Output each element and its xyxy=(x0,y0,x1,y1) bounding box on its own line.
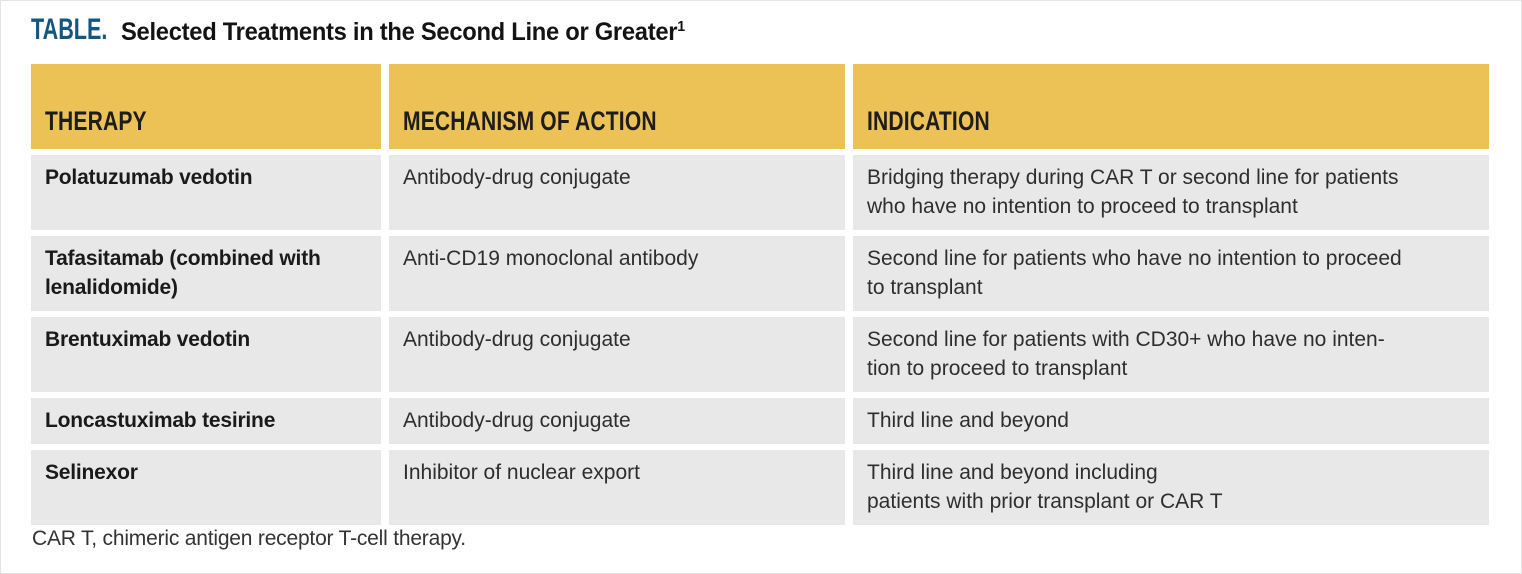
indication-cell: Second line for patients who have no int… xyxy=(853,236,1489,311)
mechanism-cell: Antibody-drug conjugate xyxy=(389,317,845,392)
column-header-mechanism: MECHANISM OF ACTION xyxy=(389,64,845,149)
column-header-indication-label: INDICATION xyxy=(867,106,990,136)
mechanism-cell: Antibody-drug conjugate xyxy=(389,155,845,230)
table-title: TABLE. Selected Treatments in the Second… xyxy=(31,13,715,47)
mechanism-cell: Inhibitor of nuclear export xyxy=(389,450,845,525)
column-header-mechanism-label: MECHANISM OF ACTION xyxy=(403,106,657,136)
title-reference-superscript: 1 xyxy=(677,18,685,35)
table-label: TABLE. xyxy=(31,13,108,46)
therapy-name-cell: Loncastuximab tesirine xyxy=(31,398,381,444)
indication-cell: Third line and beyond including patients… xyxy=(853,450,1489,525)
column-header-therapy-label: THERAPY xyxy=(45,106,147,136)
title-text: Selected Treatments in the Second Line o… xyxy=(121,18,678,46)
footnote: CAR T, chimeric antigen receptor T-cell … xyxy=(32,527,466,550)
mechanism-cell: Anti-CD19 monoclonal antibody xyxy=(389,236,845,311)
therapy-name-cell: Polatuzumab vedotin xyxy=(31,155,381,230)
therapy-name-cell: Selinexor xyxy=(31,450,381,525)
indication-cell: Bridging therapy during CAR T or second … xyxy=(853,155,1489,230)
mechanism-cell: Antibody-drug conjugate xyxy=(389,398,845,444)
column-header-therapy: THERAPY xyxy=(31,64,381,149)
column-header-indication: INDICATION xyxy=(853,64,1489,149)
table-title-text: Selected Treatments in the Second Line o… xyxy=(121,18,685,47)
therapy-name-cell: Tafasitamab (combined with lenalidomide) xyxy=(31,236,381,311)
treatments-table: THERAPY MECHANISM OF ACTION INDICATION P… xyxy=(31,64,1489,525)
therapy-name-cell: Brentuximab vedotin xyxy=(31,317,381,392)
indication-cell: Second line for patients with CD30+ who … xyxy=(853,317,1489,392)
indication-cell: Third line and beyond xyxy=(853,398,1489,444)
